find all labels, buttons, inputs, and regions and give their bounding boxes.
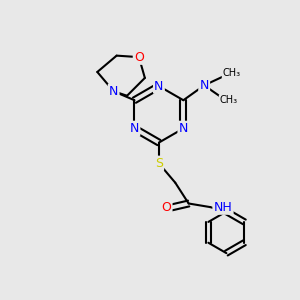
Text: N: N: [130, 122, 139, 135]
Text: S: S: [155, 157, 163, 170]
Text: CH₃: CH₃: [220, 95, 238, 105]
Text: O: O: [161, 202, 171, 214]
Text: N: N: [179, 122, 188, 135]
Text: O: O: [134, 51, 144, 64]
Text: NH: NH: [214, 201, 232, 214]
Text: N: N: [154, 80, 164, 93]
Text: CH₃: CH₃: [223, 68, 241, 79]
Text: N: N: [109, 85, 118, 98]
Text: N: N: [200, 79, 209, 92]
